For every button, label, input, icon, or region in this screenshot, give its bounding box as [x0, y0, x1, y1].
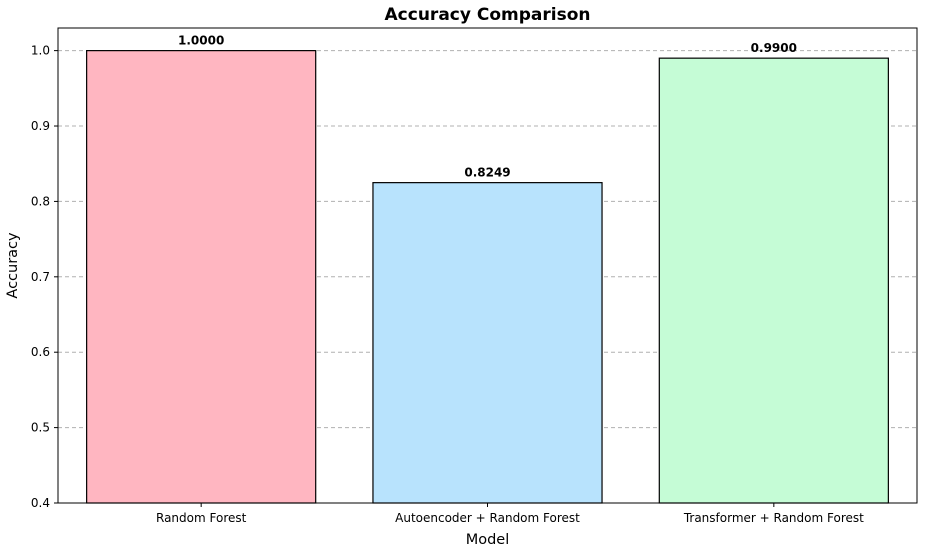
- y-tick-label: 0.4: [31, 496, 50, 510]
- y-tick-label: 0.7: [31, 270, 50, 284]
- y-tick-label: 0.8: [31, 194, 50, 208]
- y-tick-label: 1.0: [31, 44, 50, 58]
- bar-value-label: 0.8249: [464, 166, 510, 180]
- bar: [372, 182, 603, 504]
- chart-title: Accuracy Comparison: [385, 5, 591, 25]
- bar: [86, 50, 317, 504]
- x-tick-label: Autoencoder + Random Forest: [395, 511, 580, 525]
- data-labels: 1.0000 0.8249 0.9900: [178, 34, 797, 180]
- bars: [86, 50, 889, 504]
- y-tick-label: 0.6: [31, 345, 50, 359]
- bar: [658, 57, 889, 504]
- y-tick-label: 0.5: [31, 421, 50, 435]
- x-axis-title: Model: [466, 532, 510, 548]
- x-tick-label: Transformer + Random Forest: [683, 511, 864, 525]
- y-tick-label: 0.9: [31, 119, 50, 133]
- x-tick-label: Random Forest: [156, 511, 247, 525]
- bar-value-label: 0.9900: [751, 41, 797, 55]
- y-axis-title: Accuracy: [5, 232, 21, 299]
- axis-ticks: 0.4 0.5 0.6 0.7 0.8 0.9 1.0 Random Forest Autoen…: [31, 44, 864, 525]
- bar-value-label: 1.0000: [178, 34, 224, 48]
